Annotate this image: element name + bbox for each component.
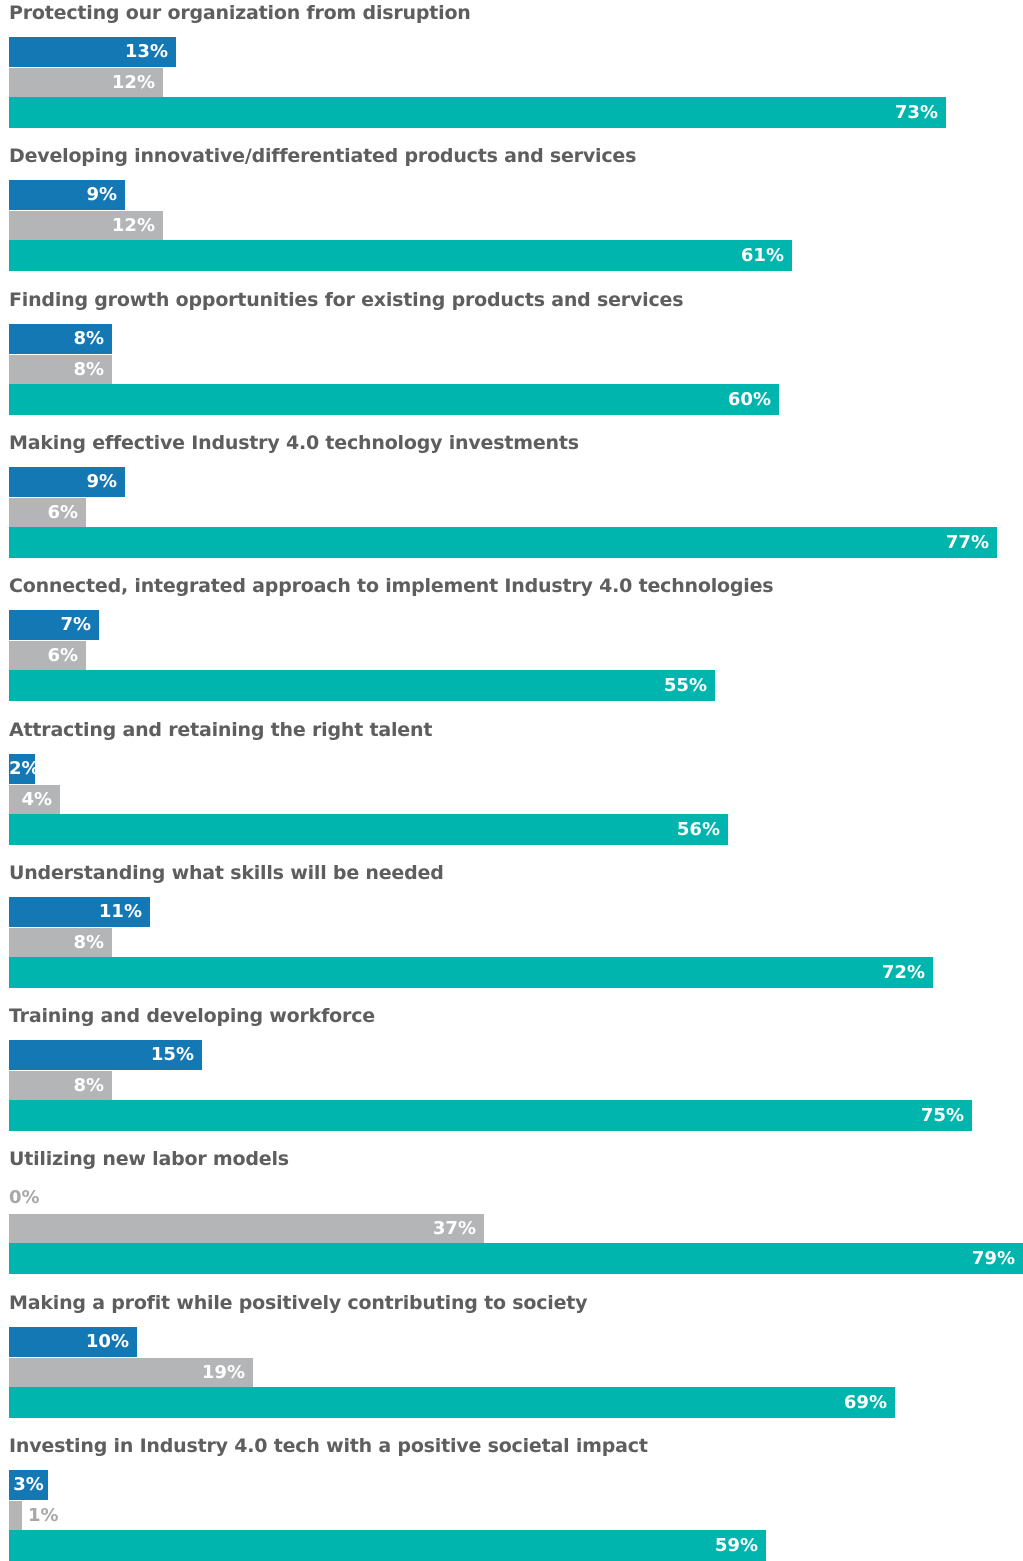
bar-value-label: 7%	[60, 614, 91, 635]
bar-value-label: 8%	[73, 359, 104, 380]
bar-series-3	[9, 1530, 766, 1561]
bar-series-3	[9, 670, 715, 701]
bar-value-label: 75%	[920, 1105, 964, 1126]
category-title: Developing innovative/differentiated pro…	[9, 145, 637, 167]
bar-value-label: 8%	[73, 1075, 104, 1096]
bar-series-2	[9, 211, 163, 241]
bar-series-1	[9, 37, 176, 67]
bar-value-label: 2%	[9, 758, 40, 779]
category-title: Attracting and retaining the right talen…	[9, 719, 433, 741]
bar-series-2	[9, 928, 112, 958]
bar-value-label: 3%	[13, 1474, 44, 1495]
bar-value-label: 77%	[945, 532, 989, 553]
bar-value-label: 19%	[201, 1362, 245, 1383]
bar-value-label: 73%	[894, 102, 938, 123]
bar-series-3	[9, 1100, 972, 1131]
bar-value-label: 79%	[971, 1248, 1015, 1269]
bar-series-2	[9, 68, 163, 98]
bar-value-label: 60%	[727, 389, 771, 410]
category-title: Utilizing new labor models	[9, 1148, 289, 1170]
bar-series-1	[9, 1470, 48, 1500]
category-title: Protecting our organization from disrupt…	[9, 2, 471, 24]
bar-value-label: 55%	[663, 675, 707, 696]
bar-series-2	[9, 785, 60, 815]
bar-value-label: 13%	[124, 41, 168, 62]
bar-series-2	[9, 498, 86, 528]
bar-value-label: 10%	[85, 1331, 129, 1352]
bar-series-1	[9, 467, 125, 497]
bar-series-2	[9, 1358, 253, 1388]
category-title: Finding growth opportunities for existin…	[9, 289, 684, 311]
bar-value-label: 37%	[432, 1218, 476, 1239]
bar-value-label: 12%	[111, 215, 155, 236]
bar-series-3	[9, 97, 946, 128]
bar-series-1	[9, 897, 150, 927]
category-title: Making a profit while positively contrib…	[9, 1292, 588, 1314]
category-title: Investing in Industry 4.0 tech with a po…	[9, 1435, 648, 1457]
bar-series-2	[9, 641, 86, 671]
bar-value-label: 0%	[9, 1187, 40, 1208]
bar-value-label: 4%	[21, 789, 52, 810]
bar-series-2	[9, 1071, 112, 1101]
bar-value-label: 6%	[47, 502, 78, 523]
bar-value-label: 56%	[676, 819, 720, 840]
bar-series-1	[9, 754, 35, 784]
category-title: Training and developing workforce	[9, 1005, 375, 1027]
bar-series-3	[9, 240, 792, 271]
bar-value-label: 1%	[28, 1505, 59, 1526]
bar-value-label: 11%	[98, 901, 142, 922]
bar-series-1	[9, 610, 99, 640]
bar-series-3	[9, 1243, 1023, 1274]
bar-value-label: 6%	[47, 645, 78, 666]
bar-value-label: 61%	[740, 245, 784, 266]
bar-value-label: 72%	[881, 962, 925, 983]
bar-value-label: 9%	[86, 184, 117, 205]
category-title: Understanding what skills will be needed	[9, 862, 444, 884]
bar-series-3	[9, 384, 779, 415]
bar-series-1	[9, 180, 125, 210]
bar-series-1	[9, 324, 112, 354]
bar-value-label: 12%	[111, 72, 155, 93]
bar-series-3	[9, 814, 728, 845]
bar-value-label: 15%	[150, 1044, 194, 1065]
bar-value-label: 9%	[86, 471, 117, 492]
bar-value-label: 8%	[73, 328, 104, 349]
bar-value-label: 59%	[714, 1535, 758, 1556]
bar-value-label: 69%	[843, 1392, 887, 1413]
bar-series-2	[9, 355, 112, 385]
category-title: Making effective Industry 4.0 technology…	[9, 432, 579, 454]
bar-series-1	[9, 1327, 137, 1357]
bar-value-label: 8%	[73, 932, 104, 953]
category-title: Connected, integrated approach to implem…	[9, 575, 774, 597]
bar-series-3	[9, 527, 997, 558]
bar-series-2	[9, 1214, 484, 1244]
bar-series-3	[9, 957, 933, 988]
bar-series-3	[9, 1387, 895, 1418]
bar-series-2	[9, 1501, 22, 1531]
bar-series-1	[9, 1040, 202, 1070]
